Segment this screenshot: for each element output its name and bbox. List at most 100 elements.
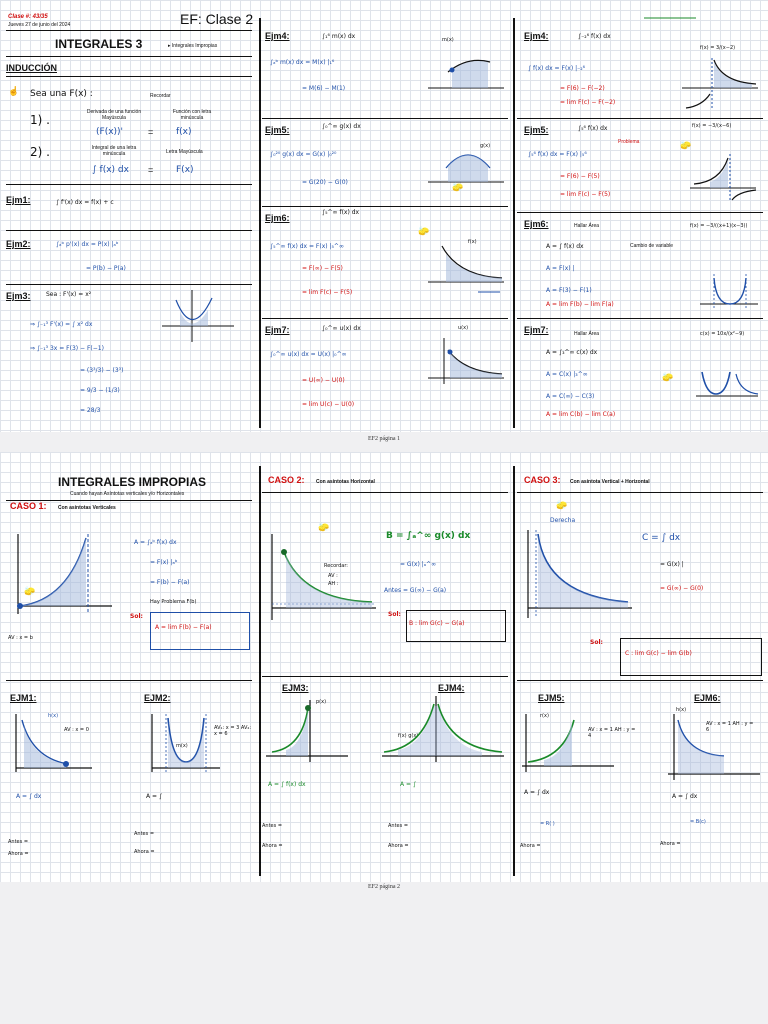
c3-ejm4-f: f(x) = 3/(x−2) — [700, 45, 736, 51]
c2-ejm6-l1: ∫₅^∞ f(x) dx = F(x) |₅^∞ — [270, 243, 344, 250]
ejm3-label: EJM3: — [282, 683, 309, 693]
caso1-l1: A = ∫ₐᵇ f(x) dx — [134, 539, 177, 546]
divider — [517, 118, 763, 119]
divider — [6, 284, 252, 285]
sub-heading: Cuando hayan Asíntotas verticales y/o Ho… — [70, 491, 185, 497]
c2-ejm5-top: ∫₀^∞ g(x) dx — [322, 123, 361, 130]
c3-ejm5-label: Ejm5: — [524, 125, 549, 135]
letra-may-label: Letra Mayúscula — [166, 149, 203, 155]
page-title: EF: Clase 2 — [180, 11, 254, 27]
class-date: Jueves 27 de junio del 2024 — [8, 22, 71, 28]
c3-ejm6-l3: A = F(3) − F(1) — [546, 287, 592, 294]
ejm1-graph — [15, 714, 92, 772]
caso1-desc: Con asíntotas Verticales — [58, 505, 116, 511]
bullet-label: Integrales Impropias — [171, 43, 218, 49]
ejm5-a: A = ∫ dx — [524, 789, 550, 796]
caso2-l1: = G(x) |ₐ^∞ — [400, 561, 437, 568]
c2-ejm6-top: ∫₅^∞ f(x) dx — [322, 209, 360, 216]
caso3-sol: Sol: — [590, 639, 603, 646]
ejm6-f: h(x) — [676, 707, 687, 713]
c3-ejm6-cambio: Cambio de variable — [630, 243, 674, 249]
c2-ejm4-label: Ejm4: — [265, 31, 290, 41]
ejm3-label: Ejm3: — [6, 291, 31, 301]
caso2-graph — [271, 534, 376, 620]
c3-ejm7-l2: A = C(x) |₃^∞ — [546, 371, 588, 378]
c3-ejm7-l3: A = C(∞) − C(3) — [546, 393, 595, 400]
integral-label: Integral de una letra minúscula — [91, 145, 137, 157]
ejm3-a: A = ∫ f(x) dx — [268, 781, 306, 788]
c3-ejm5-l3: = lim F(c) − F(5) — [560, 191, 611, 198]
ejm3-line1: ⇒ ∫₋₁³ F'(x) = ∫ x² dx — [30, 321, 93, 328]
induccion-heading: INDUCCIÓN — [6, 63, 57, 73]
c3-ejm7-label: Ejm7: — [524, 325, 549, 335]
c3-ejm6-l4: A = lim F(b) − lim F(a) — [546, 301, 614, 308]
caso3-result-box: C : lim G(c) − lim G(b) — [620, 638, 762, 676]
c3-ejm6-l1: A = ∫ f(x) dx — [546, 243, 584, 250]
divider — [6, 30, 252, 31]
caso2-ah: AH : — [328, 581, 339, 587]
ejm1-ahora: Ahora = — [8, 851, 29, 857]
divider — [517, 492, 763, 493]
column-divider — [259, 18, 261, 428]
ejm2-label: Ejm2: — [6, 239, 31, 249]
ejm6-graph — [668, 714, 760, 780]
ejm5-f: r(x) — [540, 713, 549, 719]
caso3-graph — [527, 530, 632, 618]
c2-ejm4-l2: = M(6) − M(1) — [302, 85, 346, 92]
divider — [262, 206, 508, 207]
c3-ejm4-l2: = F(6) − F(−2) — [560, 85, 605, 92]
divider — [6, 184, 252, 185]
c2-ejm4-graph — [428, 59, 504, 89]
c3-ejm5-f: f(x) = −3/(x−6) — [692, 123, 732, 129]
ejm5-antes: = R( ) — [540, 821, 555, 827]
divider — [262, 318, 508, 319]
ejm1-antes: Antes = — [8, 839, 29, 845]
pointing-hand-icon: ☝ — [8, 86, 20, 96]
caso1-l3: = F(b) − F(a) — [150, 579, 190, 586]
expr-derivada: (F(x))' — [96, 127, 124, 137]
caso2-result: B : lim G(c) − G(a) — [409, 620, 465, 627]
c3-ejm5-l1: ∫₅⁶ f(x) dx = F(x) |₅⁶ — [528, 151, 587, 158]
ejm1-av: AV : x = 0 — [64, 727, 89, 733]
ejm5-graph — [522, 714, 614, 772]
ejm4-label: EJM4: — [438, 683, 465, 693]
recordar-text: Recordar — [150, 93, 171, 99]
section-heading: INTEGRALES IMPROPIAS — [58, 475, 207, 489]
ejm2-a: A = ∫ — [146, 793, 163, 800]
c2-ejm5-label: Ejm5: — [265, 125, 290, 135]
ejm3-line2: ⇒ ∫₋₁³ 3x = F(3) − F(−1) — [30, 345, 104, 352]
sponge-sticker-icon: 🧽 — [452, 182, 464, 192]
ejm1-label: Ejm1: — [6, 195, 31, 205]
sea-text: Sea una F(x) : — [30, 89, 93, 99]
caso1-result: A = lim F(b) − F(a) — [155, 624, 212, 631]
c3-ejm5-top: ∫₅⁶ f(x) dx — [578, 125, 608, 132]
page-footer: EF2 página 1 — [368, 436, 400, 442]
caso3-result: C : lim G(c) − lim G(b) — [625, 650, 692, 657]
c2-ejm7-l1: ∫₀^∞ u(x) dx = U(x) |₀^∞ — [270, 351, 347, 358]
c2-ejm7-label: Ejm7: — [265, 325, 290, 335]
c3-ejm6-f: f(x) = −3/((x+1)(x−3)) — [690, 223, 748, 229]
column-divider — [513, 18, 515, 428]
caso2-result-box: B : lim G(c) − G(a) — [406, 610, 506, 642]
c2-ejm6-g: f(x) — [468, 239, 477, 245]
divider — [6, 56, 252, 57]
c2-ejm6-l2: = F(∞) − F(5) — [302, 265, 343, 272]
ejm4-ahora: Ahora = — [388, 843, 409, 849]
ejm2-expr: ∫ₐᵇ p'(x) dx = P(x) |ₐᵇ — [56, 241, 119, 248]
c2-ejm6-l3: = lim F(c) − F(5) — [302, 289, 353, 296]
c3-ejm7-l4: A = lim C(b) − lim C(a) — [546, 411, 616, 418]
ejm3-line4: = 9/3 − (1/3) — [80, 387, 120, 394]
item-2: 2) . — [30, 145, 50, 159]
caso2-desc: Con asíntotas Horizontal — [316, 479, 375, 485]
divider — [6, 500, 252, 501]
ejm3-graph — [162, 290, 234, 342]
c2-ejm5-l2: = G(20) − G(0) — [302, 179, 348, 186]
ejm6-label: EJM6: — [694, 693, 721, 703]
sponge-sticker-icon: 🧽 — [556, 500, 568, 510]
c3-ejm5-l2: = F(6) − F(5) — [560, 173, 600, 180]
ejm4-a: A = ∫ — [400, 781, 417, 788]
ejm6-a: A = ∫ dx — [672, 793, 698, 800]
c3-ejm4-l3: = lim F(c) − F(−2) — [560, 99, 616, 106]
c2-ejm4-g: m(x) — [442, 37, 454, 43]
caso2-av: AV : — [328, 573, 338, 579]
